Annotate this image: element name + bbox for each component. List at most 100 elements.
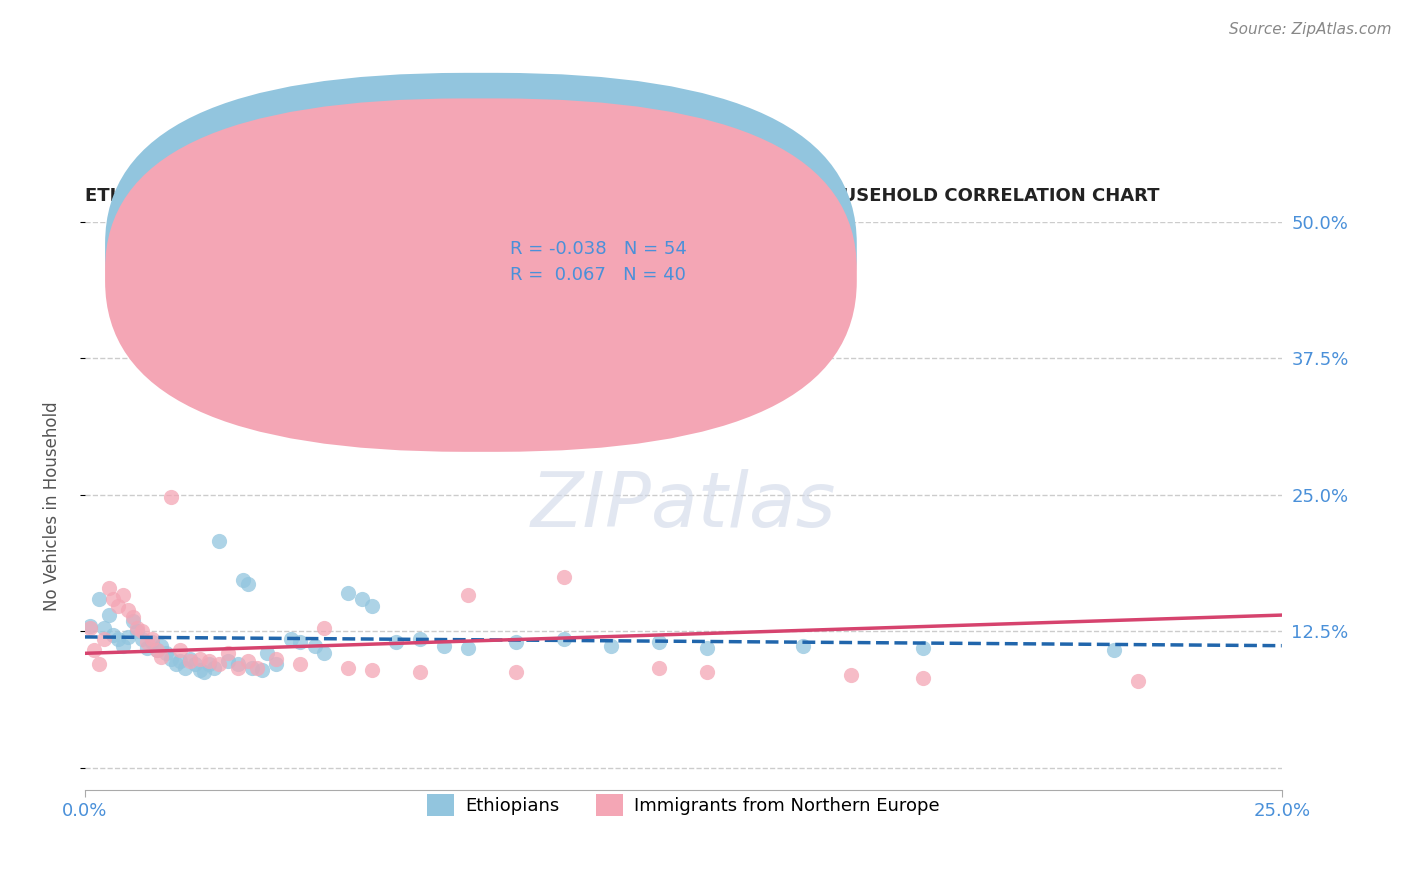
Point bbox=[250, 663, 273, 677]
Point bbox=[169, 654, 191, 668]
Point bbox=[198, 654, 221, 668]
Point bbox=[217, 646, 239, 660]
Point bbox=[188, 652, 211, 666]
Point bbox=[193, 665, 215, 679]
Text: Source: ZipAtlas.com: Source: ZipAtlas.com bbox=[1229, 22, 1392, 37]
Point bbox=[337, 586, 360, 600]
Point bbox=[433, 639, 456, 653]
Point bbox=[83, 643, 105, 657]
Text: R = -0.038   N = 54: R = -0.038 N = 54 bbox=[509, 240, 686, 258]
Point bbox=[792, 639, 814, 653]
Point bbox=[97, 608, 120, 623]
Legend: Ethiopians, Immigrants from Northern Europe: Ethiopians, Immigrants from Northern Eur… bbox=[420, 787, 946, 823]
Point bbox=[232, 573, 254, 587]
Point bbox=[409, 665, 432, 679]
Point bbox=[236, 577, 259, 591]
Point bbox=[457, 640, 479, 655]
Point bbox=[160, 652, 183, 666]
Point bbox=[1102, 643, 1125, 657]
Y-axis label: No Vehicles in Household: No Vehicles in Household bbox=[44, 401, 60, 611]
Point bbox=[696, 665, 718, 679]
Point bbox=[290, 635, 312, 649]
Point bbox=[103, 591, 125, 606]
Point bbox=[314, 621, 336, 635]
Point bbox=[280, 632, 302, 647]
Point bbox=[179, 654, 201, 668]
Point bbox=[505, 635, 527, 649]
Point bbox=[264, 652, 287, 666]
Point bbox=[145, 643, 167, 657]
Point bbox=[93, 621, 115, 635]
Point bbox=[179, 652, 201, 666]
Point bbox=[553, 632, 575, 647]
Point bbox=[264, 657, 287, 672]
Point bbox=[107, 599, 129, 614]
Point bbox=[337, 660, 360, 674]
Point bbox=[136, 635, 159, 649]
Point bbox=[226, 657, 249, 672]
Point bbox=[141, 635, 163, 649]
Point bbox=[97, 581, 120, 595]
Point bbox=[361, 599, 384, 614]
Point bbox=[169, 643, 191, 657]
Point bbox=[117, 602, 139, 616]
Point bbox=[226, 660, 249, 674]
Point bbox=[141, 632, 163, 647]
Point bbox=[911, 672, 934, 686]
Point bbox=[127, 621, 149, 635]
Point bbox=[112, 589, 135, 603]
Point bbox=[150, 649, 173, 664]
Point bbox=[409, 632, 432, 647]
Point bbox=[93, 632, 115, 647]
Point bbox=[174, 660, 197, 674]
Point bbox=[136, 640, 159, 655]
Point bbox=[505, 665, 527, 679]
FancyBboxPatch shape bbox=[105, 73, 856, 426]
FancyBboxPatch shape bbox=[105, 98, 856, 452]
Point bbox=[127, 624, 149, 639]
Point bbox=[696, 640, 718, 655]
Point bbox=[79, 621, 101, 635]
Point bbox=[240, 660, 263, 674]
Point bbox=[648, 660, 671, 674]
Point bbox=[600, 639, 623, 653]
Point bbox=[87, 657, 110, 672]
Point bbox=[165, 657, 187, 672]
FancyBboxPatch shape bbox=[450, 227, 773, 301]
Point bbox=[648, 635, 671, 649]
Point bbox=[1126, 673, 1149, 688]
Point bbox=[121, 614, 143, 628]
Point bbox=[121, 610, 143, 624]
Point bbox=[107, 632, 129, 647]
Point bbox=[188, 663, 211, 677]
Point bbox=[236, 654, 259, 668]
Point bbox=[184, 657, 207, 672]
Point bbox=[290, 657, 312, 672]
Point bbox=[256, 646, 278, 660]
Point bbox=[117, 630, 139, 644]
Text: R =  0.067   N = 40: R = 0.067 N = 40 bbox=[509, 266, 686, 284]
Point bbox=[145, 643, 167, 657]
Point bbox=[314, 646, 336, 660]
Point bbox=[208, 533, 231, 548]
Point bbox=[361, 663, 384, 677]
Point bbox=[131, 632, 153, 647]
Point bbox=[217, 654, 239, 668]
Point bbox=[103, 628, 125, 642]
Point bbox=[911, 640, 934, 655]
Point bbox=[150, 639, 173, 653]
Point bbox=[131, 624, 153, 639]
Point bbox=[246, 660, 269, 674]
Point bbox=[155, 646, 177, 660]
Point bbox=[112, 639, 135, 653]
Point bbox=[87, 591, 110, 606]
Point bbox=[160, 490, 183, 504]
Point bbox=[457, 589, 479, 603]
Point bbox=[79, 619, 101, 633]
Point bbox=[208, 657, 231, 672]
Text: ZIPatlas: ZIPatlas bbox=[530, 469, 837, 543]
Point bbox=[198, 657, 221, 672]
Point bbox=[839, 668, 862, 682]
Point bbox=[385, 635, 408, 649]
Text: ETHIOPIAN VS IMMIGRANTS FROM NORTHERN EUROPE NO VEHICLES IN HOUSEHOLD CORRELATIO: ETHIOPIAN VS IMMIGRANTS FROM NORTHERN EU… bbox=[84, 187, 1159, 205]
